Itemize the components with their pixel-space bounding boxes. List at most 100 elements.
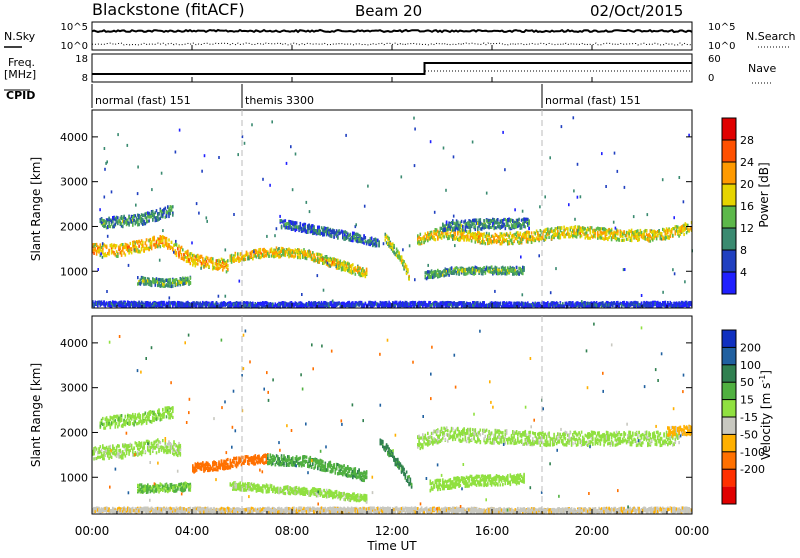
data-cell xyxy=(560,236,562,239)
data-cell xyxy=(176,243,178,246)
data-cell xyxy=(672,234,674,237)
data-cell xyxy=(623,239,625,242)
data-cell xyxy=(296,221,298,224)
data-cell xyxy=(548,236,550,239)
data-cell xyxy=(227,264,229,267)
data-cell xyxy=(526,234,528,237)
data-cell xyxy=(462,228,464,231)
date-title: 02/Oct/2015 xyxy=(590,2,683,20)
data-cell xyxy=(172,285,174,288)
data-cell xyxy=(116,244,118,247)
data-cell xyxy=(475,225,477,228)
data-cell xyxy=(106,246,108,249)
data-cell xyxy=(227,259,229,262)
data-cell xyxy=(187,250,189,253)
data-cell xyxy=(132,224,134,227)
data-cell xyxy=(151,245,153,248)
data-cell xyxy=(318,226,320,229)
data-cell xyxy=(310,251,312,254)
data-cell xyxy=(171,241,173,244)
data-cell xyxy=(153,238,155,241)
data-cell xyxy=(141,248,143,251)
data-cell xyxy=(168,215,170,218)
nsearch-tick-high: 10^5 xyxy=(708,22,735,33)
data-cell xyxy=(371,237,373,240)
data-cell xyxy=(675,232,677,235)
nave-tick-low: 0 xyxy=(708,73,714,84)
data-cell xyxy=(455,233,457,236)
data-cell xyxy=(156,209,158,212)
data-cell xyxy=(93,252,95,255)
data-cell xyxy=(172,247,174,250)
data-cell xyxy=(435,238,437,241)
data-cell xyxy=(108,222,110,225)
nsky-tick-high: 10^5 xyxy=(61,22,88,33)
data-cell xyxy=(305,225,307,228)
data-cell xyxy=(177,247,179,250)
data-cell xyxy=(237,252,239,255)
data-cell xyxy=(528,227,530,230)
data-cell xyxy=(388,237,390,240)
data-cell xyxy=(342,234,344,237)
data-cell xyxy=(446,221,448,224)
data-cell xyxy=(626,234,628,237)
data-cell xyxy=(235,254,237,257)
data-cell xyxy=(451,267,453,270)
data-cell xyxy=(485,242,487,245)
data-cell xyxy=(165,207,167,210)
data-cell xyxy=(461,220,463,223)
cpid-label: CPID xyxy=(6,89,35,102)
data-cell xyxy=(581,234,583,237)
data-cell xyxy=(268,255,270,258)
data-cell xyxy=(155,284,157,287)
data-cell xyxy=(285,219,287,222)
data-cell xyxy=(561,226,563,229)
data-cell xyxy=(567,227,569,230)
data-cell xyxy=(485,271,487,274)
data-cell xyxy=(575,226,577,229)
data-cell xyxy=(212,257,214,260)
data-cell xyxy=(590,230,592,233)
data-cell xyxy=(142,244,144,247)
data-cell xyxy=(208,265,210,268)
nsky-label: N.Sky xyxy=(4,30,36,43)
data-cell xyxy=(531,231,533,234)
data-cell xyxy=(467,235,469,238)
data-cell xyxy=(497,218,499,221)
data-cell xyxy=(313,254,315,257)
data-cell xyxy=(206,260,208,263)
data-cell xyxy=(591,226,593,229)
data-cell xyxy=(96,253,98,256)
data-cell xyxy=(227,268,229,271)
data-cell xyxy=(355,273,357,276)
data-cell xyxy=(172,214,174,217)
cpid-segment-label: themis 3300 xyxy=(245,94,314,107)
beam-title: Beam 20 xyxy=(355,2,422,20)
data-cell xyxy=(313,225,315,228)
nave-series xyxy=(92,71,692,74)
data-cell xyxy=(181,253,183,256)
data-cell xyxy=(137,276,139,279)
data-cell xyxy=(366,272,368,275)
data-cell xyxy=(168,238,170,241)
freq-label-2: [MHz] xyxy=(4,68,36,81)
data-cell xyxy=(623,231,625,234)
data-cell xyxy=(401,255,403,258)
data-cell xyxy=(525,225,527,228)
data-cell xyxy=(146,238,148,241)
data-cell xyxy=(300,255,302,258)
data-cell xyxy=(156,241,158,244)
station-title: Blackstone (fitACF) xyxy=(92,0,245,19)
freq-tick-low: 8 xyxy=(82,73,88,84)
freq-panel: Freq. [MHz] 18 8 60 0 Nave xyxy=(4,54,776,84)
data-cell xyxy=(138,245,140,248)
nsearch-series xyxy=(92,43,692,45)
data-cell xyxy=(443,235,445,238)
data-cell xyxy=(108,249,110,252)
data-cell xyxy=(638,238,640,241)
freq-tick-high: 18 xyxy=(75,54,88,65)
rti-plot: Blackstone (fitACF) Beam 20 02/Oct/2015 … xyxy=(0,0,800,554)
data-cell xyxy=(376,244,378,247)
